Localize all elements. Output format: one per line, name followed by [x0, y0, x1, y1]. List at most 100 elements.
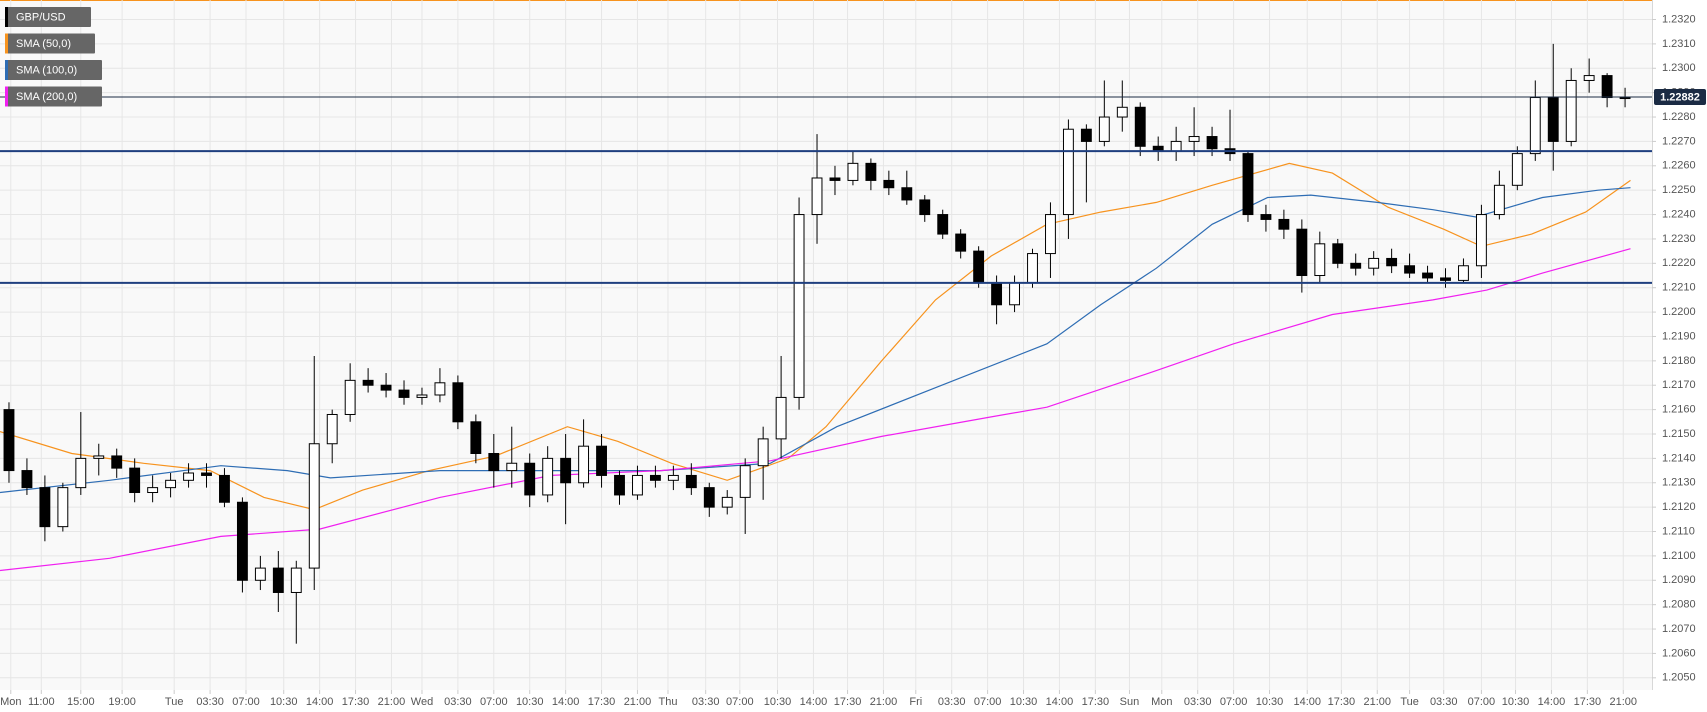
y-tick-label: 1.2050	[1662, 672, 1696, 684]
candle-body	[721, 496, 733, 508]
y-tick-label: 1.2280	[1662, 111, 1696, 123]
candle-body	[667, 474, 679, 481]
plot-background	[0, 0, 1652, 690]
candle-body	[75, 457, 87, 489]
x-tick-label: Tue	[165, 696, 184, 708]
x-tick-label: 03:30	[196, 696, 224, 708]
candle-body	[614, 474, 625, 496]
legend-box	[5, 33, 95, 54]
candle-body	[1296, 228, 1308, 277]
candle-body	[272, 567, 284, 593]
candle-body	[1062, 128, 1074, 216]
candle-body	[703, 487, 715, 508]
candle-body	[1242, 153, 1254, 216]
candle-body	[344, 379, 356, 415]
candle-body	[236, 501, 248, 581]
last-price-label: 1.22882	[1660, 91, 1700, 103]
candle-body	[1278, 218, 1290, 230]
y-tick-label: 1.2270	[1662, 135, 1696, 147]
x-tick-label: Mon	[0, 696, 21, 708]
candle-body	[649, 474, 661, 481]
candle-body	[1134, 106, 1146, 147]
x-tick-label: Wed	[411, 696, 433, 708]
candle-body	[1260, 214, 1272, 220]
candle-body	[254, 567, 266, 581]
candle-body	[811, 177, 823, 216]
y-tick-label: 1.2310	[1662, 38, 1696, 50]
y-tick-label: 1.2260	[1662, 160, 1696, 172]
candle-body	[111, 455, 123, 469]
x-tick-label: 21:00	[1610, 696, 1638, 708]
candle-body	[129, 467, 141, 494]
candle-body	[632, 474, 643, 496]
legend-label: SMA (50,0)	[16, 38, 71, 50]
candle-body	[380, 384, 392, 391]
x-tick-label: Thu	[658, 696, 677, 708]
candle-body	[470, 421, 482, 454]
candle-body	[488, 452, 500, 472]
candle-body	[1493, 184, 1505, 216]
y-tick-label: 1.2210	[1662, 282, 1696, 294]
x-tick-label: 07:00	[480, 696, 508, 708]
x-tick-label: 17:30	[1328, 696, 1356, 708]
candle-body	[506, 462, 518, 472]
candle-body	[39, 487, 51, 528]
y-tick-label: 1.2080	[1662, 599, 1696, 611]
legend-label: SMA (200,0)	[16, 91, 77, 103]
candle-body	[865, 162, 877, 181]
y-tick-label: 1.2200	[1662, 306, 1696, 318]
candle-body	[560, 457, 572, 484]
y-tick-label: 1.2240	[1662, 208, 1696, 220]
candle-body	[1601, 75, 1613, 99]
y-tick-label: 1.2170	[1662, 379, 1696, 391]
candle-body	[308, 443, 320, 569]
candle-body	[578, 445, 590, 484]
y-tick-label: 1.2060	[1662, 647, 1696, 659]
candle-body	[1080, 128, 1092, 142]
candle-body	[1170, 140, 1182, 152]
candle-body	[1045, 214, 1056, 255]
legend-label: SMA (100,0)	[16, 64, 77, 76]
candle-body	[1583, 75, 1595, 81]
legend-label: GBP/USD	[16, 11, 66, 23]
candle-body	[1547, 97, 1559, 142]
x-tick-label: 14:00	[306, 696, 334, 708]
y-tick-label: 1.2100	[1662, 550, 1696, 562]
candle-body	[1475, 214, 1487, 267]
candle-body	[1350, 262, 1362, 269]
candle-body	[757, 438, 769, 467]
x-tick-label: 07:00	[1220, 696, 1248, 708]
x-tick-label: 14:00	[1046, 696, 1074, 708]
x-tick-label: 03:30	[938, 696, 966, 708]
sma-line	[0, 162, 1631, 511]
candle-body	[1098, 116, 1110, 142]
candle-body	[147, 487, 159, 494]
candle-body	[93, 455, 105, 459]
x-tick-label: 10:30	[764, 696, 792, 708]
x-tick-label: 21:00	[378, 696, 406, 708]
y-tick-label: 1.2140	[1662, 452, 1696, 464]
candle-body	[1422, 272, 1433, 279]
candle-body	[183, 472, 194, 481]
candle-body	[1529, 97, 1541, 155]
candle-body	[793, 214, 805, 398]
candle-body	[542, 457, 554, 496]
candle-body	[165, 479, 177, 489]
candle-body	[1332, 243, 1344, 264]
x-tick-label: Sun	[1120, 696, 1140, 708]
legend-box	[5, 7, 91, 27]
y-tick-label: 1.2250	[1662, 184, 1696, 196]
x-tick-label: 10:30	[1256, 696, 1284, 708]
x-tick-label: 07:00	[1468, 696, 1496, 708]
legend-swatch	[5, 60, 8, 80]
y-tick-label: 1.2180	[1662, 355, 1696, 367]
y-tick-label: 1.2230	[1662, 233, 1696, 245]
candle-body	[1188, 136, 1200, 142]
candle-body	[739, 465, 751, 498]
candle-body	[219, 474, 230, 503]
candle-body	[829, 177, 841, 181]
x-tick-label: 14:00	[1293, 696, 1321, 708]
last-price-box	[1654, 89, 1706, 106]
legend-box	[5, 86, 102, 107]
